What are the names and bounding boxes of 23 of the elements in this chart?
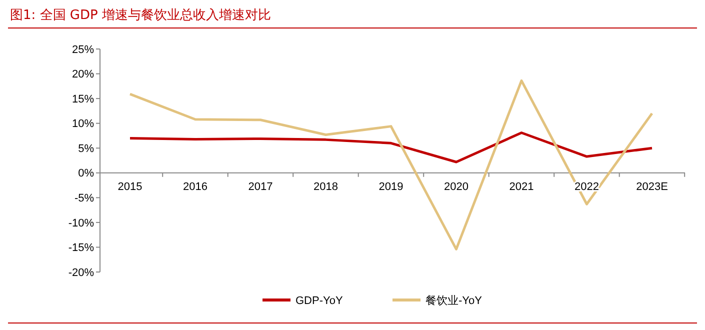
- y-tick-label: 5%: [78, 142, 94, 155]
- y-tick-label: -15%: [68, 242, 94, 254]
- y-tick-label: -20%: [68, 266, 94, 279]
- y-tick-label: 15%: [72, 93, 94, 106]
- legend-label: GDP-YoY: [296, 294, 344, 307]
- y-tick-label: -5%: [74, 192, 94, 205]
- x-tick-label: 2016: [183, 180, 208, 193]
- y-tick-label: 10%: [72, 118, 94, 130]
- x-tick-label: 2018: [314, 180, 338, 193]
- y-tick-label: 0%: [78, 168, 94, 180]
- x-tick-label: 2019: [378, 180, 404, 193]
- legend-label: 餐饮业-YoY: [426, 294, 483, 307]
- y-tick-label: 20%: [72, 68, 94, 81]
- x-tick-label: 2015: [118, 180, 142, 193]
- x-tick-label: 2023E: [636, 180, 668, 193]
- x-tick-label: 2021: [509, 180, 534, 193]
- x-tick-label: 2017: [248, 180, 273, 193]
- y-tick-label: 25%: [72, 44, 94, 56]
- x-tick-label: 2020: [444, 180, 468, 193]
- line-series: [128, 132, 654, 164]
- x-tick-label: 2022: [574, 180, 599, 193]
- chart-title: 图1: 全国 GDP 增速与餐饮业总收入增速对比: [10, 8, 271, 23]
- y-tick-label: -10%: [68, 217, 94, 230]
